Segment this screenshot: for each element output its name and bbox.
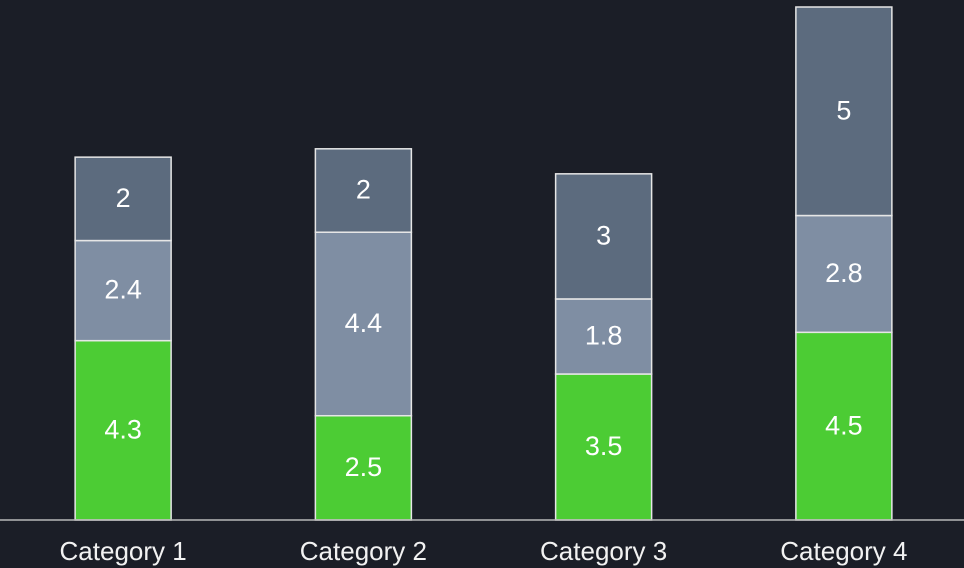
x-tick-label: Category 4 bbox=[780, 536, 907, 566]
bar-segment bbox=[554, 298, 653, 375]
data-label: 4.4 bbox=[345, 308, 383, 338]
data-label: 2.5 bbox=[345, 452, 383, 482]
data-label: 1.8 bbox=[585, 321, 623, 351]
data-label: 2 bbox=[356, 175, 371, 205]
bar-segment bbox=[314, 231, 413, 417]
x-tick-label: Category 1 bbox=[60, 536, 187, 566]
data-label: 5 bbox=[836, 95, 851, 125]
data-label: 4.5 bbox=[825, 410, 863, 440]
data-label: 2.8 bbox=[825, 258, 863, 288]
data-label: 2.4 bbox=[104, 275, 142, 305]
bar-segment bbox=[795, 214, 893, 334]
bar-segment bbox=[795, 6, 893, 217]
bar-segment bbox=[74, 339, 172, 521]
bar-segment bbox=[554, 173, 653, 300]
bar-segment bbox=[74, 156, 172, 242]
data-label: 2 bbox=[116, 183, 131, 213]
data-label: 4.3 bbox=[104, 414, 142, 444]
bar-segment bbox=[554, 373, 653, 521]
data-label: 3.5 bbox=[585, 431, 623, 461]
x-tick-label: Category 3 bbox=[540, 536, 667, 566]
x-tick-label: Category 2 bbox=[300, 536, 427, 566]
bar-segment bbox=[314, 148, 413, 233]
data-label: 3 bbox=[596, 221, 611, 251]
